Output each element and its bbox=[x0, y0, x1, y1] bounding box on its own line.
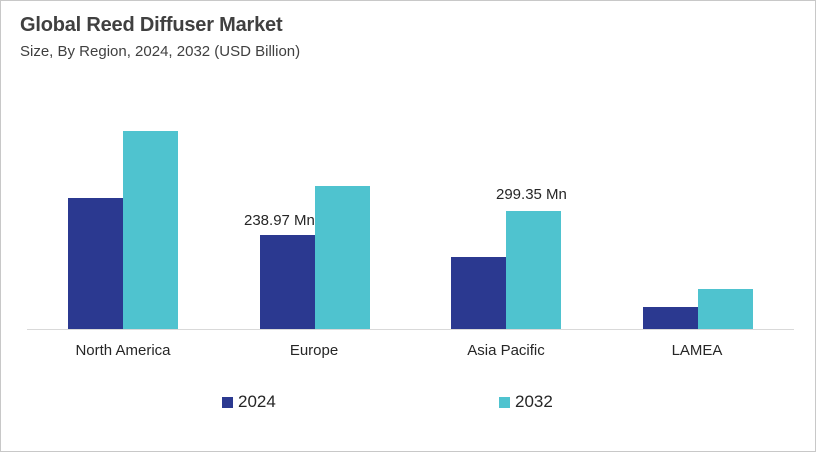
category-label-asia-pacific: Asia Pacific bbox=[467, 342, 545, 359]
data-label-europe-2024: 238.97 Mn bbox=[244, 212, 315, 229]
bar-lamea-2032 bbox=[698, 289, 753, 329]
bar-asia-pacific-2032 bbox=[506, 211, 561, 329]
chart-title: Global Reed Diffuser Market bbox=[20, 14, 283, 36]
bar-north-america-2024 bbox=[68, 198, 123, 329]
legend-label-2032: 2032 bbox=[515, 392, 553, 411]
bar-north-america-2032 bbox=[123, 131, 178, 329]
category-label-europe: Europe bbox=[289, 342, 339, 359]
category-label-north-america: North America bbox=[75, 342, 171, 359]
legend-item-2032: 2032 bbox=[499, 392, 553, 412]
bar-asia-pacific-2024 bbox=[451, 257, 506, 329]
legend-item-2024: 2024 bbox=[222, 392, 276, 412]
x-axis-line bbox=[27, 329, 794, 330]
bar-europe-2024 bbox=[260, 235, 315, 329]
data-label-asia-pacific-2032: 299.35 Mn bbox=[496, 186, 567, 203]
legend-swatch-2032 bbox=[499, 396, 510, 408]
legend-swatch-2024 bbox=[222, 396, 233, 408]
legend-label-2024: 2024 bbox=[238, 392, 276, 411]
bar-europe-2032 bbox=[315, 186, 370, 329]
category-label-lamea: LAMEA bbox=[671, 342, 723, 359]
chart-subtitle: Size, By Region, 2024, 2032 (USD Billion… bbox=[20, 43, 301, 60]
bar-lamea-2024 bbox=[643, 307, 698, 329]
